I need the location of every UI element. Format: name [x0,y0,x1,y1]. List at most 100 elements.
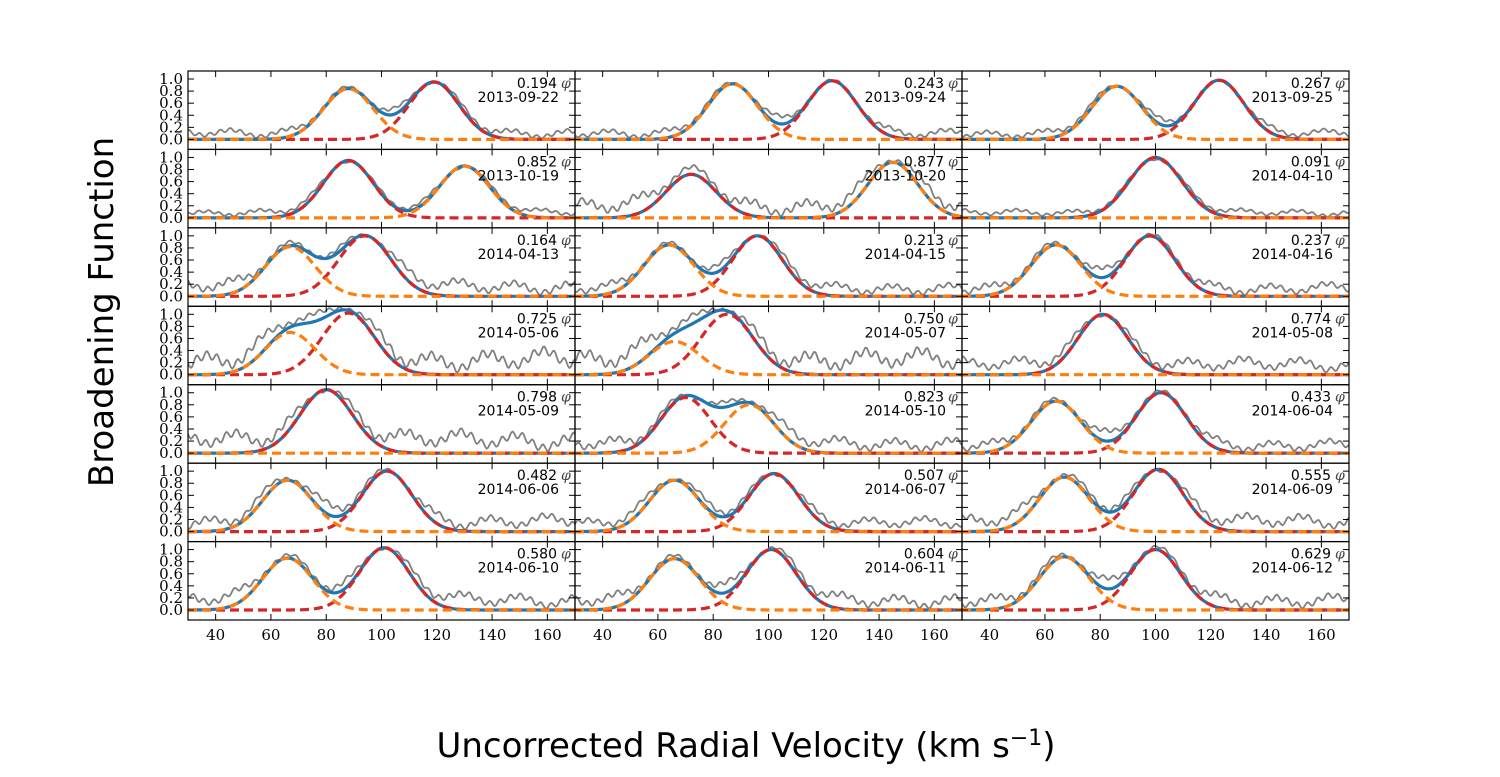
y-tick-label: 0.2 [159,354,183,372]
primary-component-line [188,546,575,612]
y-tick-label: 0.8 [159,317,183,335]
phase-label: 0.604 [904,547,944,563]
y-tick-label: 0.4 [159,263,183,281]
secondary-component-line [575,339,962,377]
secondary-component-line [575,82,962,141]
y-tick-label: 0.4 [159,342,183,360]
x-tick-label: 40 [593,626,612,644]
phase-symbol: φ [948,468,958,484]
y-tick-label: 0.8 [159,396,183,414]
primary-component-line [575,471,962,534]
phase-label: 0.629 [1291,547,1331,563]
observed-bf-line [962,232,1349,297]
y-tick-label: 0.6 [159,565,183,583]
phase-label: 0.213 [904,233,944,249]
secondary-component-line [575,160,962,220]
y-tick-label: 0.4 [159,577,183,595]
y-tick-label: 0.2 [159,432,183,450]
observed-bf-line [188,233,575,297]
phase-symbol: φ [561,547,571,563]
y-tick-label: 0.0 [159,601,183,619]
x-axis-label-text: Uncorrected Radial Velocity (km s [436,726,1010,767]
phase-symbol: φ [1335,76,1345,92]
secondary-component-line [188,556,575,612]
phase-symbol: φ [948,311,958,327]
y-tick-label: 0.0 [159,366,183,384]
y-axis-label: Broadening Function [82,136,122,488]
phase-symbol: φ [561,233,571,249]
phase-symbol: φ [1335,154,1345,170]
x-tick-label: 40 [206,626,225,644]
x-axis-label-exponent: −1 [1009,725,1043,751]
phase-label: 0.091 [1291,154,1331,170]
observed-bf-line [962,158,1349,218]
phase-label: 0.164 [517,233,557,249]
phase-symbol: φ [561,311,571,327]
x-tick-label: 80 [1091,626,1110,644]
phase-label: 0.507 [904,468,944,484]
phase-symbol: φ [561,468,571,484]
date-label: 2014-06-09 [1252,482,1333,498]
secondary-component-line [962,84,1349,141]
x-tick-label: 100 [1141,626,1170,644]
phase-label: 0.750 [904,311,944,327]
phase-symbol: φ [561,154,571,170]
observed-bf-line [575,159,962,218]
y-tick-label: 0.4 [159,420,183,438]
x-tick-label: 120 [809,626,838,644]
date-label: 2014-06-10 [478,561,559,577]
x-tick-label: 60 [648,626,667,644]
date-label: 2014-04-16 [1252,247,1333,263]
y-tick-label: 1.0 [159,305,183,323]
phase-symbol: φ [948,390,958,406]
phase-symbol: φ [1335,390,1345,406]
primary-component-line [575,172,962,220]
date-label: 2013-10-20 [865,168,946,184]
y-tick-label: 0.6 [159,173,183,191]
observed-bf-line [962,79,1349,140]
date-label: 2013-09-22 [478,90,559,106]
phase-symbol: φ [948,233,958,249]
y-tick-label: 1.0 [159,462,183,480]
x-tick-label: 160 [1307,626,1336,644]
phase-symbol: φ [1335,311,1345,327]
y-tick-label: 0.6 [159,329,183,347]
phase-label: 0.823 [904,390,944,406]
phase-label: 0.774 [1291,311,1331,327]
phase-symbol: φ [948,547,958,563]
y-tick-label: 0.0 [159,523,183,541]
phase-symbol: φ [1335,233,1345,249]
x-tick-label: 80 [704,626,723,644]
secondary-component-line [575,403,962,455]
date-label: 2014-06-04 [1252,404,1333,420]
phase-symbol: φ [561,390,571,406]
phase-label: 0.555 [1291,468,1331,484]
x-tick-label: 120 [1196,626,1225,644]
date-label: 2014-05-06 [478,325,559,341]
primary-component-line [188,469,575,534]
phase-label: 0.237 [1291,233,1331,249]
x-tick-label: 140 [1252,626,1281,644]
y-tick-label: 0.8 [159,553,183,571]
y-tick-label: 0.8 [159,161,183,179]
date-label: 2014-06-11 [865,561,946,577]
y-tick-label: 1.0 [159,148,183,166]
secondary-component-line [962,243,1349,298]
observed-bf-line [188,387,575,453]
phase-label: 0.267 [1291,76,1331,92]
y-tick-label: 0.6 [159,408,183,426]
y-tick-label: 1.0 [159,70,183,88]
x-tick-label: 160 [920,626,949,644]
secondary-component-line [962,475,1349,534]
